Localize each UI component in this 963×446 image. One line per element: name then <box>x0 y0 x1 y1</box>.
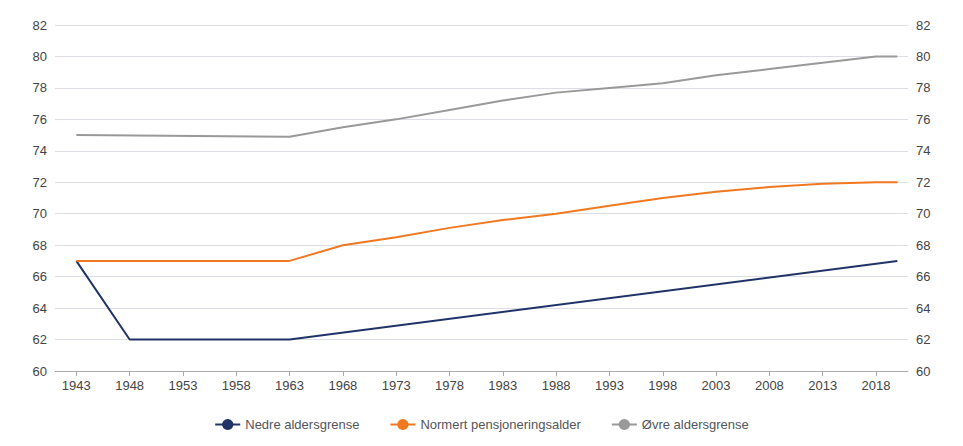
svg-text:1943: 1943 <box>62 378 91 393</box>
svg-text:72: 72 <box>33 175 47 190</box>
svg-text:72: 72 <box>916 175 930 190</box>
svg-text:80: 80 <box>33 49 47 64</box>
svg-text:64: 64 <box>33 301 47 316</box>
svg-text:62: 62 <box>916 332 930 347</box>
svg-text:1978: 1978 <box>435 378 464 393</box>
svg-text:76: 76 <box>33 112 47 127</box>
svg-text:74: 74 <box>916 143 930 158</box>
svg-text:2003: 2003 <box>702 378 731 393</box>
svg-text:1948: 1948 <box>115 378 144 393</box>
svg-text:70: 70 <box>916 206 930 221</box>
svg-text:68: 68 <box>33 238 47 253</box>
svg-text:68: 68 <box>916 238 930 253</box>
svg-text:Øvre aldersgrense: Øvre aldersgrense <box>642 417 749 432</box>
svg-text:1988: 1988 <box>542 378 571 393</box>
svg-text:Nedre aldersgrense: Nedre aldersgrense <box>245 417 359 432</box>
svg-text:70: 70 <box>33 206 47 221</box>
svg-text:2008: 2008 <box>755 378 784 393</box>
svg-text:1998: 1998 <box>648 378 677 393</box>
svg-text:2013: 2013 <box>808 378 837 393</box>
svg-text:Normert pensjoneringsalder: Normert pensjoneringsalder <box>420 417 581 432</box>
svg-text:66: 66 <box>33 269 47 284</box>
svg-text:74: 74 <box>33 143 47 158</box>
svg-text:1973: 1973 <box>382 378 411 393</box>
svg-text:78: 78 <box>33 80 47 95</box>
svg-text:1958: 1958 <box>222 378 251 393</box>
svg-text:62: 62 <box>33 332 47 347</box>
svg-text:82: 82 <box>916 18 930 33</box>
svg-text:80: 80 <box>916 49 930 64</box>
svg-text:60: 60 <box>33 364 47 379</box>
svg-text:1953: 1953 <box>168 378 197 393</box>
svg-text:76: 76 <box>916 112 930 127</box>
svg-text:1983: 1983 <box>488 378 517 393</box>
svg-text:1963: 1963 <box>275 378 304 393</box>
svg-text:64: 64 <box>916 301 930 316</box>
svg-text:82: 82 <box>33 18 47 33</box>
svg-text:78: 78 <box>916 80 930 95</box>
svg-text:60: 60 <box>916 364 930 379</box>
svg-text:1993: 1993 <box>595 378 624 393</box>
svg-text:66: 66 <box>916 269 930 284</box>
svg-text:1968: 1968 <box>328 378 357 393</box>
svg-text:2018: 2018 <box>862 378 891 393</box>
